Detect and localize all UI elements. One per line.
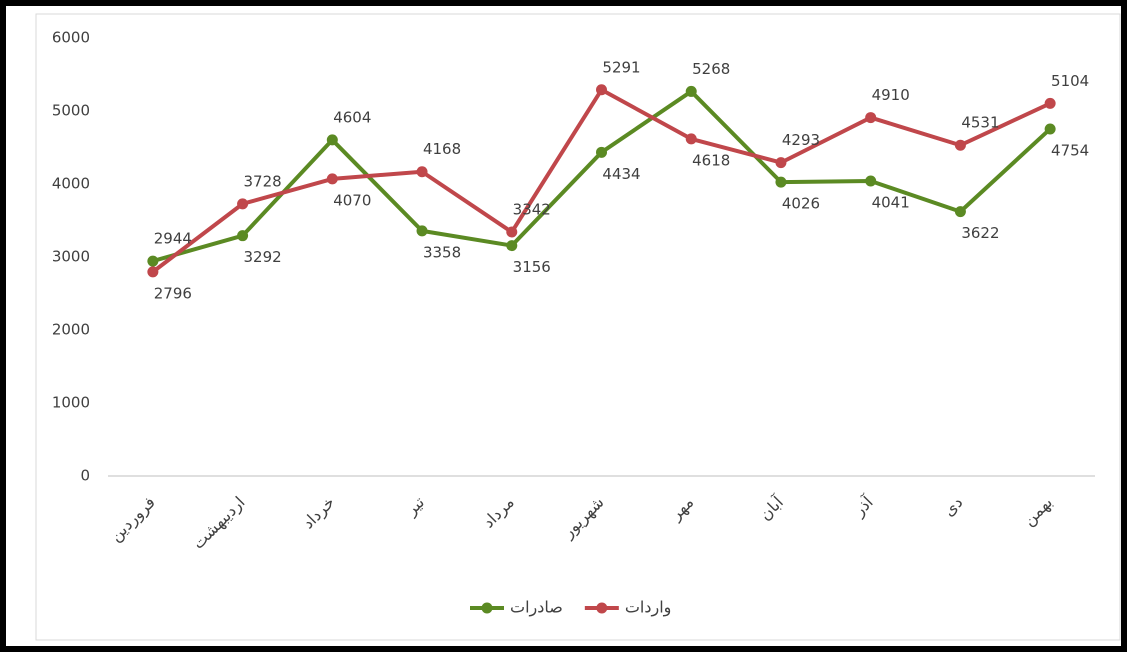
data-label: 4026: [782, 195, 820, 213]
point: [147, 266, 159, 278]
data-label: 4531: [961, 114, 999, 132]
data-label: 4070: [333, 191, 371, 209]
data-label: 5291: [602, 58, 640, 76]
point: [237, 198, 249, 210]
data-label: 5268: [692, 60, 730, 78]
point: [506, 240, 518, 252]
data-label: 2944: [154, 230, 192, 248]
point: [416, 166, 428, 178]
point: [685, 85, 697, 97]
data-label: 3342: [513, 201, 551, 219]
data-label: 3622: [961, 224, 999, 242]
point: [775, 157, 787, 169]
chart-area: [35, 13, 1121, 641]
legend-marker: [481, 602, 493, 614]
point: [596, 84, 607, 96]
point: [506, 226, 518, 238]
point: [326, 134, 338, 146]
point: [954, 139, 966, 151]
legend-marker: [596, 602, 608, 614]
point: [147, 255, 159, 267]
y-tick-label: 6000: [52, 29, 90, 47]
data-label: 3292: [243, 248, 281, 266]
point: [685, 133, 697, 145]
data-label: 4754: [1051, 141, 1089, 159]
data-label: 4168: [423, 140, 461, 158]
point: [775, 176, 787, 188]
point: [326, 173, 338, 185]
point: [954, 206, 966, 218]
point: [596, 146, 607, 158]
point: [416, 225, 428, 237]
data-label: 3358: [423, 243, 461, 261]
point: [1044, 97, 1056, 109]
data-label: 2796: [154, 284, 192, 302]
y-tick-label: 3000: [52, 248, 90, 266]
data-label: 4041: [872, 194, 910, 212]
legend-label: صادرات: [510, 598, 563, 618]
y-tick-label: 1000: [52, 394, 90, 412]
y-tick-label: 5000: [52, 102, 90, 120]
y-tick-label: 0: [80, 467, 90, 485]
legend-label: واردات: [625, 598, 672, 618]
y-tick-label: 2000: [52, 321, 90, 339]
data-label: 4293: [782, 131, 820, 149]
data-label: 4910: [872, 86, 910, 104]
data-label: 5104: [1051, 72, 1089, 90]
data-label: 4604: [333, 108, 371, 126]
data-label: 4618: [692, 151, 730, 169]
y-tick-label: 4000: [52, 175, 90, 193]
point: [865, 112, 877, 124]
data-label: 3156: [513, 258, 551, 276]
point: [1044, 123, 1056, 135]
point: [865, 175, 877, 187]
data-label: 4434: [602, 165, 640, 183]
data-label: 3728: [243, 172, 281, 190]
point: [237, 230, 249, 242]
